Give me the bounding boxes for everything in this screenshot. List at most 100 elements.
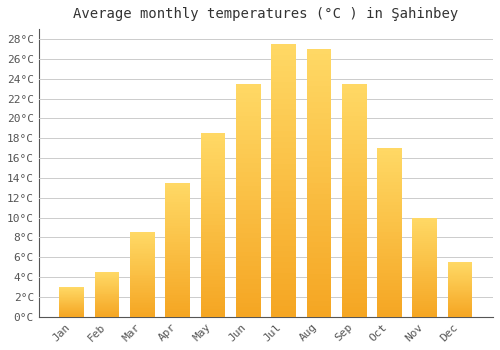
Bar bbox=[166, 266, 190, 268]
Bar bbox=[200, 148, 226, 152]
Bar bbox=[166, 244, 190, 247]
Bar bbox=[94, 274, 120, 275]
Bar bbox=[306, 172, 331, 177]
Bar bbox=[271, 186, 296, 191]
Bar bbox=[377, 232, 402, 236]
Bar bbox=[306, 129, 331, 135]
Bar bbox=[412, 222, 437, 224]
Bar bbox=[306, 70, 331, 76]
Bar bbox=[271, 49, 296, 55]
Bar bbox=[412, 224, 437, 225]
Bar bbox=[412, 219, 437, 222]
Bar bbox=[377, 273, 402, 276]
Bar bbox=[130, 288, 155, 290]
Bar bbox=[271, 262, 296, 268]
Bar bbox=[271, 148, 296, 153]
Bar bbox=[377, 276, 402, 280]
Bar bbox=[94, 301, 120, 302]
Bar bbox=[448, 269, 472, 270]
Bar bbox=[200, 280, 226, 284]
Bar bbox=[94, 281, 120, 282]
Bar bbox=[377, 226, 402, 229]
Bar bbox=[94, 285, 120, 286]
Bar bbox=[306, 86, 331, 92]
Bar bbox=[236, 191, 260, 196]
Bar bbox=[342, 182, 366, 186]
Bar bbox=[236, 121, 260, 126]
Bar bbox=[60, 298, 84, 299]
Bar bbox=[236, 261, 260, 266]
Bar bbox=[166, 312, 190, 314]
Bar bbox=[448, 309, 472, 310]
Bar bbox=[200, 309, 226, 313]
Bar bbox=[448, 289, 472, 290]
Bar bbox=[60, 302, 84, 303]
Bar bbox=[60, 309, 84, 310]
Bar bbox=[130, 263, 155, 265]
Bar bbox=[412, 251, 437, 253]
Bar bbox=[342, 172, 366, 177]
Bar bbox=[236, 182, 260, 186]
Bar bbox=[236, 228, 260, 233]
Bar bbox=[377, 175, 402, 178]
Bar bbox=[166, 279, 190, 282]
Bar bbox=[130, 246, 155, 248]
Bar bbox=[342, 266, 366, 270]
Bar bbox=[306, 210, 331, 215]
Bar bbox=[448, 298, 472, 299]
Bar bbox=[306, 54, 331, 60]
Bar bbox=[306, 204, 331, 210]
Bar bbox=[94, 287, 120, 288]
Bar bbox=[342, 84, 366, 317]
Bar bbox=[448, 293, 472, 294]
Bar bbox=[94, 275, 120, 276]
Bar bbox=[377, 162, 402, 165]
Bar bbox=[306, 199, 331, 204]
Bar bbox=[166, 191, 190, 194]
Bar bbox=[448, 276, 472, 278]
Bar bbox=[412, 289, 437, 291]
Bar bbox=[306, 108, 331, 113]
Bar bbox=[236, 112, 260, 116]
Title: Average monthly temperatures (°C ) in Şahinbey: Average monthly temperatures (°C ) in Şa… bbox=[74, 7, 458, 21]
Bar bbox=[60, 289, 84, 290]
Bar bbox=[236, 186, 260, 191]
Bar bbox=[448, 270, 472, 271]
Bar bbox=[166, 276, 190, 279]
Bar bbox=[306, 220, 331, 226]
Bar bbox=[200, 254, 226, 258]
Bar bbox=[342, 219, 366, 224]
Bar bbox=[200, 306, 226, 309]
Bar bbox=[448, 313, 472, 314]
Bar bbox=[271, 284, 296, 289]
Bar bbox=[130, 244, 155, 246]
Bar bbox=[306, 306, 331, 312]
Bar bbox=[236, 168, 260, 172]
Bar bbox=[271, 295, 296, 300]
Bar bbox=[236, 144, 260, 149]
Bar bbox=[236, 270, 260, 275]
Bar bbox=[412, 301, 437, 303]
Bar bbox=[448, 305, 472, 306]
Bar bbox=[130, 248, 155, 249]
Bar bbox=[200, 181, 226, 185]
Bar bbox=[412, 257, 437, 259]
Bar bbox=[448, 278, 472, 279]
Bar bbox=[60, 305, 84, 306]
Bar bbox=[377, 229, 402, 232]
Bar bbox=[306, 151, 331, 156]
Bar bbox=[200, 133, 226, 317]
Bar bbox=[271, 159, 296, 164]
Bar bbox=[130, 285, 155, 286]
Bar bbox=[412, 287, 437, 289]
Bar bbox=[166, 250, 190, 252]
Bar bbox=[94, 273, 120, 274]
Bar bbox=[448, 266, 472, 267]
Bar bbox=[342, 186, 366, 191]
Bar bbox=[271, 82, 296, 88]
Bar bbox=[200, 221, 226, 225]
Bar bbox=[271, 71, 296, 77]
Bar bbox=[236, 140, 260, 144]
Bar bbox=[342, 284, 366, 289]
Bar bbox=[271, 55, 296, 60]
